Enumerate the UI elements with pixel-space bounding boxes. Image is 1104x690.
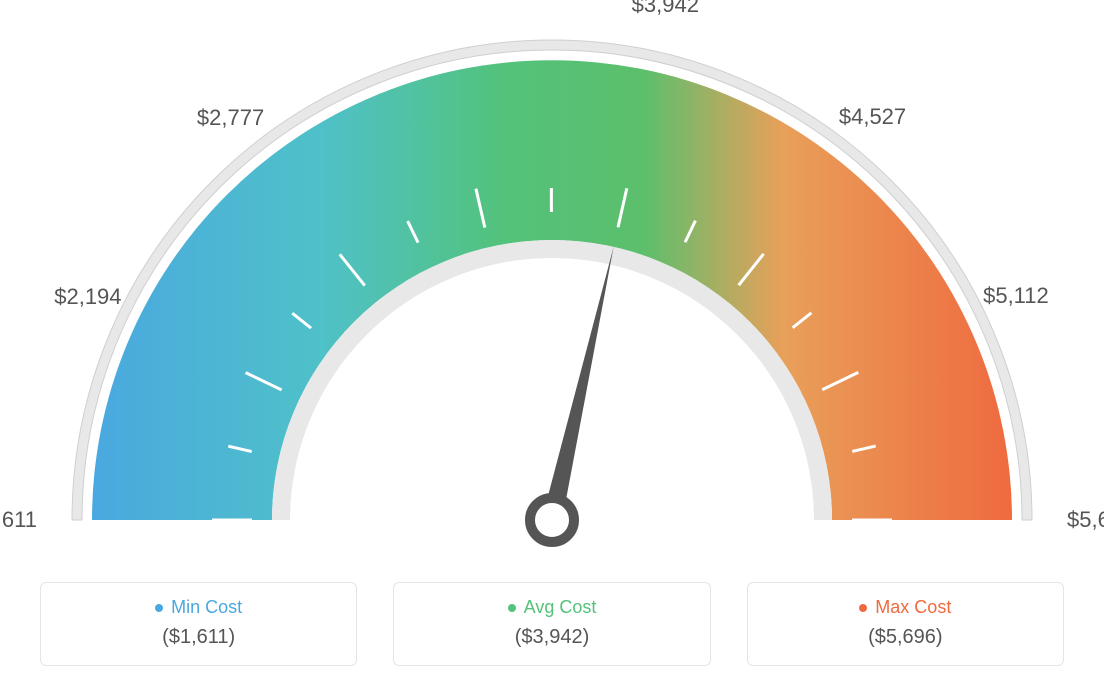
legend-dot-min: [155, 604, 163, 612]
gauge-hub: [530, 498, 574, 542]
legend-card-min: Min Cost ($1,611): [40, 582, 357, 666]
legend-label-min: Min Cost: [171, 597, 242, 618]
legend-value-avg: ($3,942): [394, 626, 709, 649]
gauge-tick-label: $1,611: [0, 507, 37, 533]
gauge-tick-label: $5,696: [1067, 507, 1104, 533]
legend-value-min: ($1,611): [41, 626, 356, 649]
legend-card-max: Max Cost ($5,696): [747, 582, 1064, 666]
gauge-tick-label: $3,942: [632, 0, 699, 18]
legend-value-max: ($5,696): [748, 626, 1063, 649]
legend-label-avg: Avg Cost: [524, 597, 597, 618]
legend-dot-max: [859, 604, 867, 612]
legend-row: Min Cost ($1,611) Avg Cost ($3,942) Max …: [0, 582, 1104, 666]
legend-title-max: Max Cost: [859, 597, 951, 618]
cost-gauge-chart: $1,611 $2,194 $2,777 $3,942 $4,527 $5,112 $5,6…: [0, 0, 1104, 690]
gauge-tick-label: $2,194: [54, 284, 121, 310]
gauge-needle: [542, 247, 613, 522]
legend-title-min: Min Cost: [155, 597, 242, 618]
gauge-tick-label: $2,777: [197, 105, 264, 131]
gauge-area: $1,611 $2,194 $2,777 $3,942 $4,527 $5,112 $5,6…: [0, 0, 1104, 560]
gauge-svg: [0, 0, 1104, 560]
legend-label-max: Max Cost: [875, 597, 951, 618]
gauge-tick-label: $5,112: [983, 283, 1049, 309]
legend-card-avg: Avg Cost ($3,942): [393, 582, 710, 666]
legend-title-avg: Avg Cost: [508, 597, 597, 618]
legend-dot-avg: [508, 604, 516, 612]
gauge-tick-label: $4,527: [839, 104, 906, 130]
